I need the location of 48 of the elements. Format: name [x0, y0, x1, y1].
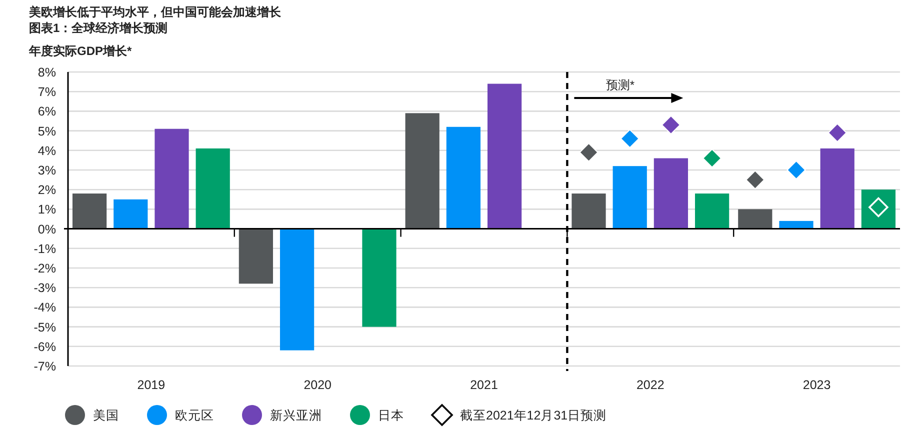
x-tick-label: 2023 [802, 378, 831, 392]
bar [446, 126, 481, 229]
bar [280, 228, 314, 350]
legend-label: 日本 [378, 408, 404, 422]
annotation: 预测* [606, 78, 635, 92]
y-tick-label: -6% [34, 340, 56, 354]
y-tick-label: -5% [34, 320, 56, 334]
bar [487, 84, 522, 229]
y-tick-label: -3% [34, 281, 56, 296]
bar [779, 220, 814, 229]
y-tick-label: -4% [34, 300, 56, 315]
bar [238, 228, 274, 284]
bar [72, 194, 107, 229]
y-tick-label: 2% [38, 183, 56, 198]
bar [861, 190, 896, 229]
legend-label: 新兴亚洲 [270, 408, 322, 422]
chart-title: 美欧增长低于平均水平，但中国可能会加速增长 [28, 5, 282, 19]
chart-subtitle: 图表1：全球经济增长预测 [29, 21, 168, 35]
x-tick-label: 2022 [636, 378, 664, 392]
y-tick-label: -7% [34, 360, 56, 374]
y-axis-title: 年度实际GDP增长* [28, 44, 132, 58]
bar [612, 166, 647, 229]
bar [654, 158, 688, 229]
legend-label: 美国 [93, 408, 119, 422]
y-tick-label: 3% [38, 164, 56, 178]
bar [572, 194, 606, 229]
x-tick-label: 2021 [470, 378, 498, 392]
y-tick-label: -1% [34, 242, 56, 256]
bar [738, 209, 772, 229]
y-tick-label: 6% [38, 104, 56, 119]
y-tick-label: 8% [38, 66, 56, 80]
text: 截至2021年12月31日预测 [460, 408, 607, 422]
legend-label: 欧元区 [175, 408, 214, 422]
y-tick-label: 4% [38, 144, 56, 158]
bar [405, 113, 440, 229]
y-tick-label: -2% [34, 262, 56, 276]
bar [196, 148, 230, 229]
x-tick-label: 2019 [137, 378, 166, 392]
y-tick-label: 7% [38, 85, 56, 100]
y-tick-label: 0% [38, 222, 56, 236]
bar [114, 199, 148, 229]
bar [820, 148, 854, 229]
y-tick-label: 1% [38, 202, 56, 217]
x-tick-label: 2020 [304, 378, 332, 392]
bar [694, 194, 730, 229]
bar [154, 128, 189, 229]
bar [362, 228, 396, 327]
y-tick-label: 5% [38, 124, 56, 138]
